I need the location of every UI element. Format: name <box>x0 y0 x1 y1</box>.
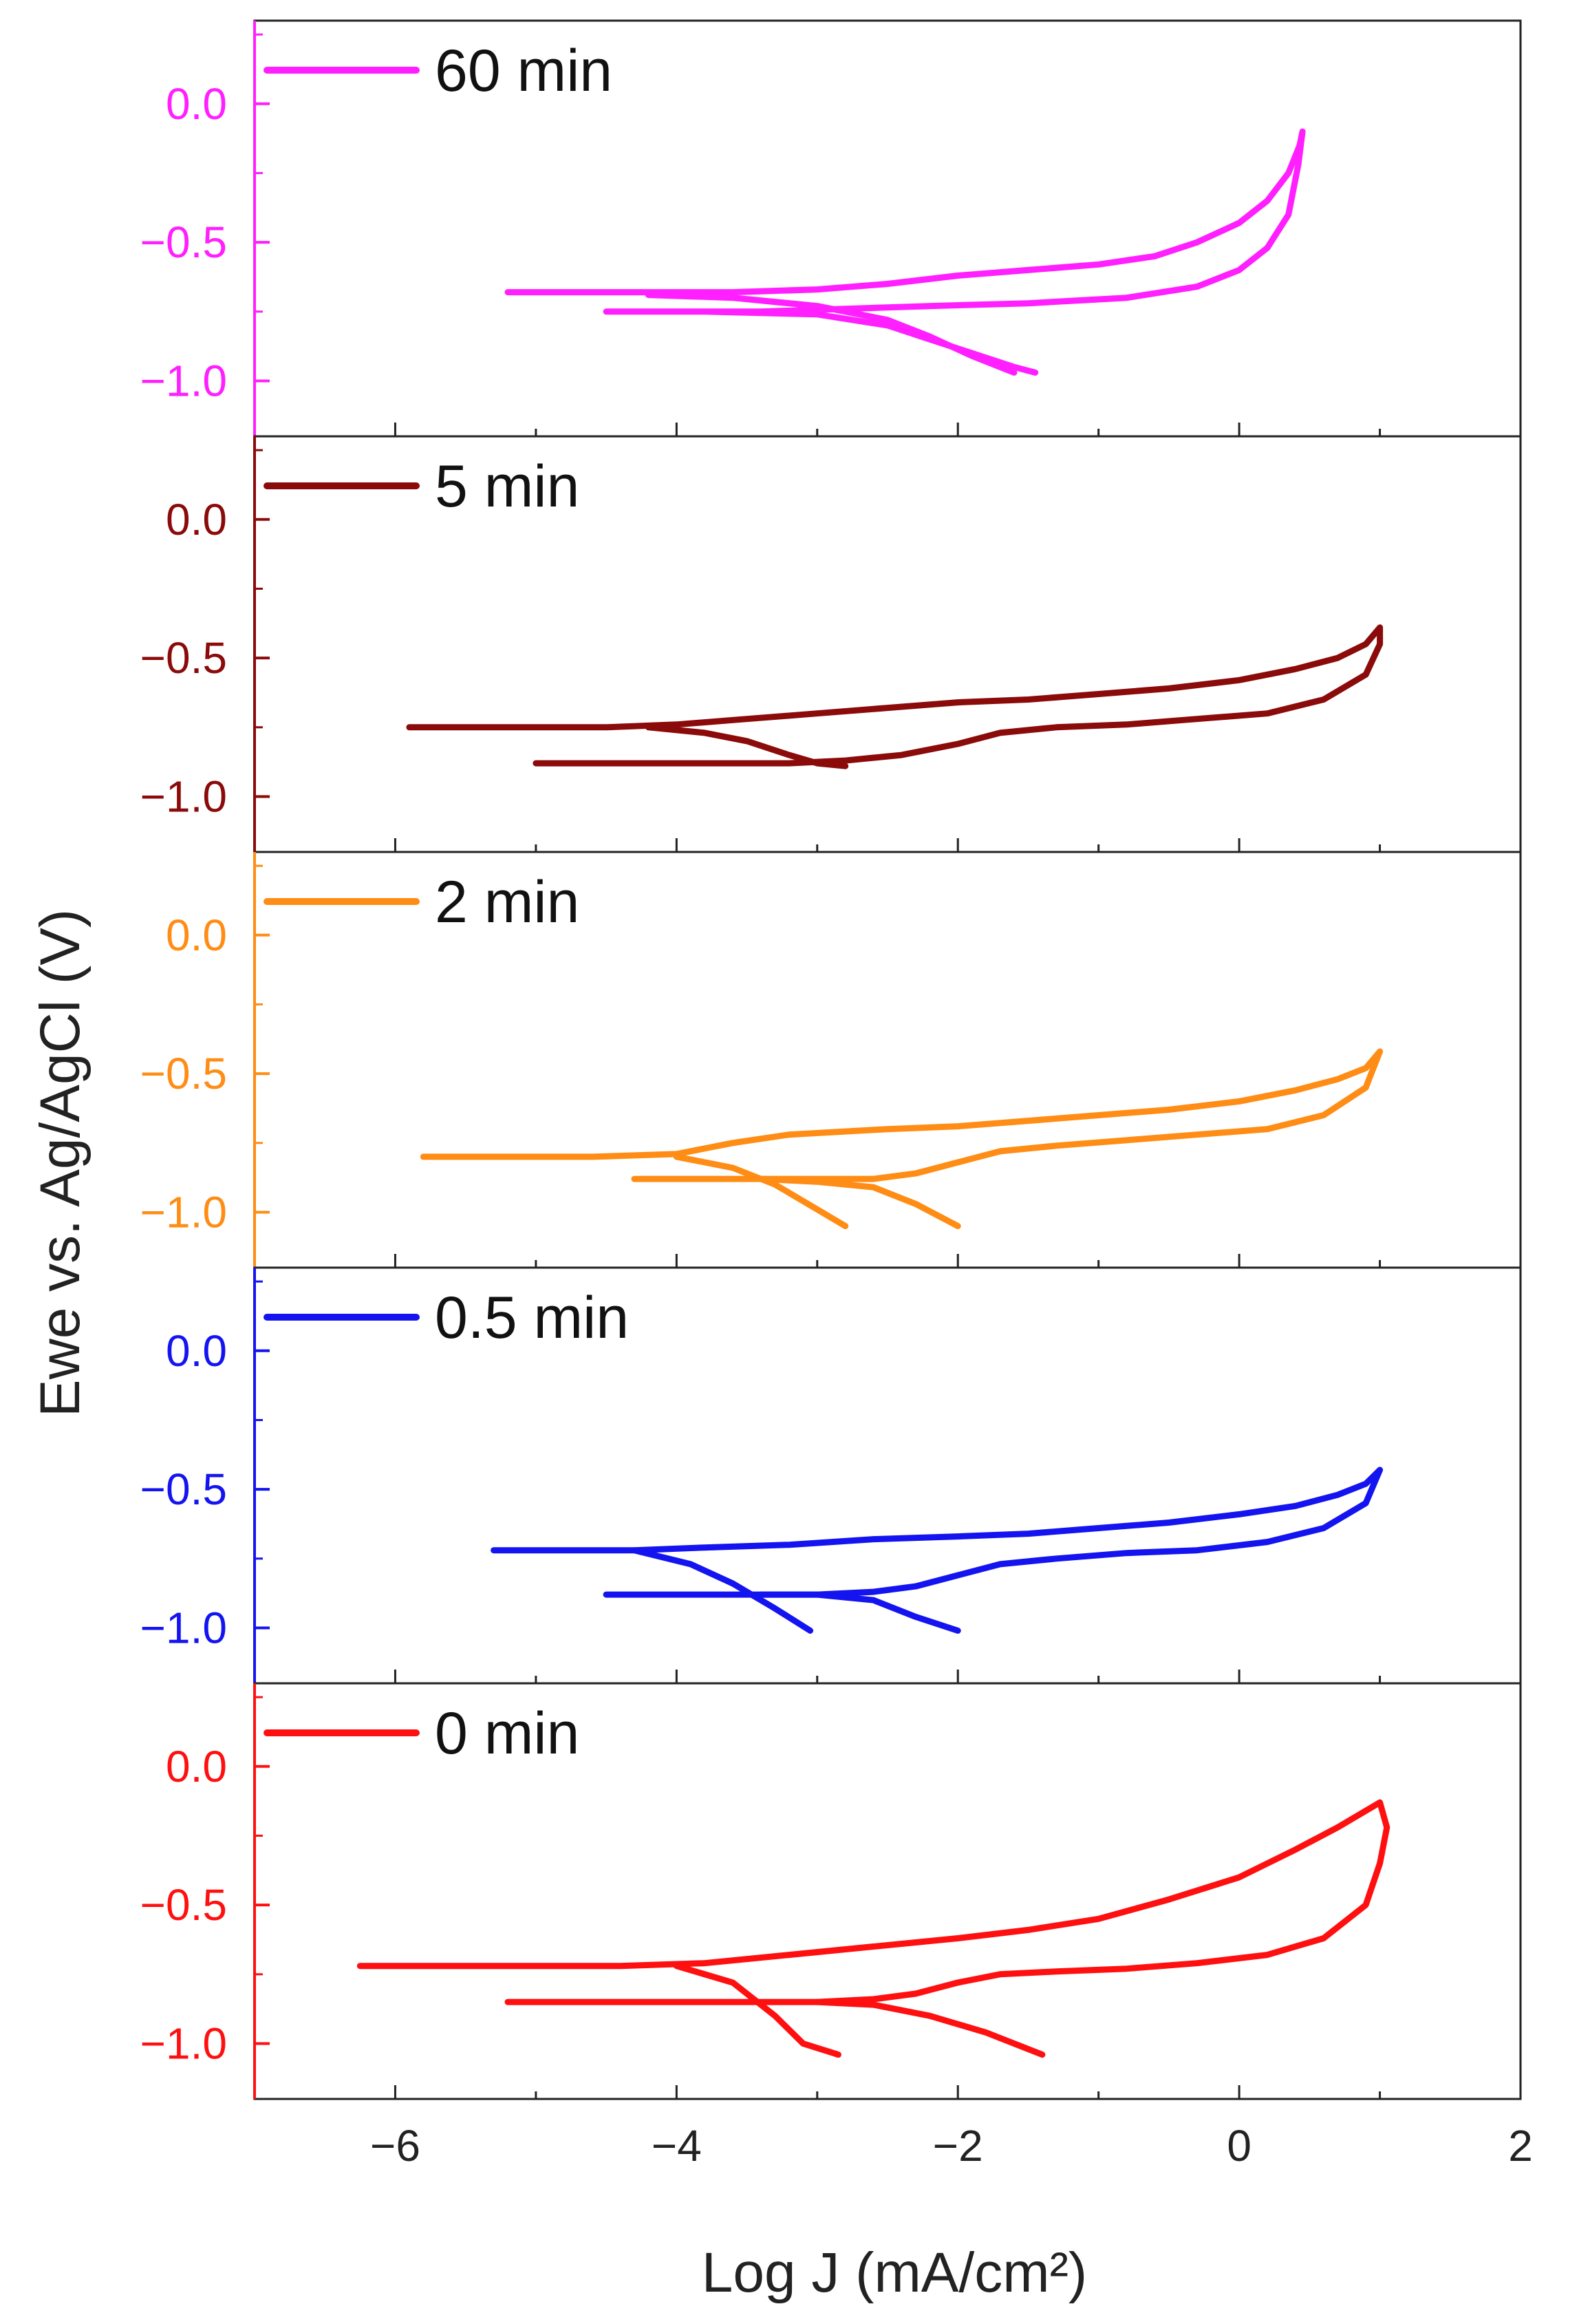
series-line-0-1 <box>645 292 1018 376</box>
panels-group: 0.0 −0.5 −1.0 60 min 0.0 −0.5 −1.0 5 min 0.0 −0.5… <box>140 19 1522 2100</box>
panel-4: 0.0 −0.5 −1.0 0 min <box>140 1682 1522 2100</box>
y-tick-label-4-0: 0.0 <box>166 1742 227 1791</box>
series-line-2-1 <box>673 1153 849 1230</box>
panel-1: 0.0 −0.5 −1.0 5 min <box>140 435 1522 853</box>
panel-3: 0.0 −0.5 −1.0 0.5 min <box>140 1266 1522 1685</box>
series-line-4-2 <box>814 1998 1046 2058</box>
y-tick-label-1-0: 0.0 <box>166 495 227 544</box>
y-tick-label-3-1: −0.5 <box>140 1464 227 1514</box>
y-tick-label-3-2: −1.0 <box>140 1603 227 1652</box>
panel-0: 0.0 −0.5 −1.0 60 min <box>140 19 1522 438</box>
legend-label-3: 0.5 min <box>435 1285 629 1351</box>
y-tick-label-0-2: −1.0 <box>140 356 227 405</box>
series-line-0-0 <box>504 128 1306 376</box>
x-tick-label-2: −2 <box>933 2121 983 2171</box>
panel-series-group-1 <box>406 624 1384 769</box>
panel-series-group-4 <box>356 1799 1390 2058</box>
series-line-2-0 <box>420 1048 1384 1182</box>
y-tick-label-3-0: 0.0 <box>166 1326 227 1376</box>
y-tick-label-0-0: 0.0 <box>166 79 227 129</box>
series-line-2-2 <box>758 1175 961 1230</box>
panel-series-group-0 <box>504 128 1306 376</box>
y-tick-label-2-0: 0.0 <box>166 910 227 960</box>
y-tick-label-2-1: −0.5 <box>140 1049 227 1098</box>
y-tick-label-1-1: −0.5 <box>140 633 227 683</box>
legend-label-4: 0 min <box>435 1701 579 1767</box>
series-line-1-0 <box>406 624 1384 767</box>
series-line-3-2 <box>758 1591 961 1634</box>
x-tick-label-1: −4 <box>652 2121 702 2171</box>
y-tick-label-0-1: −0.5 <box>140 217 227 267</box>
panel-2: 0.0 −0.5 −1.0 2 min <box>140 851 1522 1269</box>
y-tick-label-1-2: −1.0 <box>140 771 227 821</box>
x-axis-title: Log J (mA/cm²) <box>702 2241 1087 2304</box>
series-line-3-1 <box>631 1547 814 1634</box>
series-line-4-1 <box>673 1963 841 2058</box>
y-tick-label-2-2: −1.0 <box>140 1187 227 1237</box>
x-tick-label-3: 0 <box>1227 2121 1252 2171</box>
y-tick-label-4-1: −0.5 <box>140 1880 227 1930</box>
series-line-4-0 <box>356 1799 1390 2005</box>
x-tick-label-4: 2 <box>1508 2121 1533 2171</box>
series-line-1-1 <box>645 724 849 769</box>
panel-series-group-3 <box>491 1467 1384 1634</box>
x-axis: −6 −4 −2 0 2 <box>370 2121 1533 2171</box>
series-line-3-0 <box>491 1467 1384 1598</box>
x-tick-label-0: −6 <box>370 2121 420 2171</box>
legend-label-1: 5 min <box>435 454 579 520</box>
panel-series-group-2 <box>420 1048 1384 1230</box>
legend-label-2: 2 min <box>435 869 579 935</box>
legend-label-0: 60 min <box>435 38 612 104</box>
y-tick-label-4-2: −1.0 <box>140 2018 227 2068</box>
y-axis-title: Ewe vs. Ag/AgCl (V) <box>29 909 92 1417</box>
